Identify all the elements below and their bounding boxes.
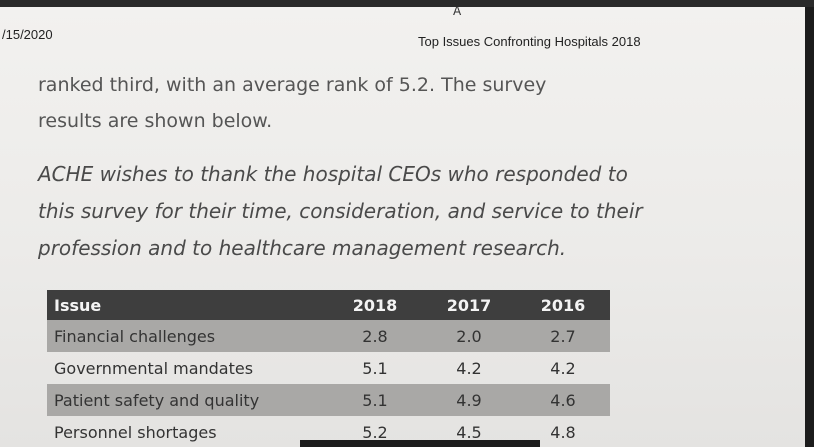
table-row: Financial challenges 2.8 2.0 2.7 (47, 320, 610, 352)
value-cell-2016: 2.7 (516, 320, 610, 352)
table-header-row: Issue 2018 2017 2016 (47, 290, 610, 320)
value-cell-2017: 4.9 (422, 384, 516, 416)
header-document-title: Top Issues Confronting Hospitals 2018 (418, 34, 641, 49)
header-date: /15/2020 (2, 27, 53, 42)
value-cell-2017: 4.2 (456, 358, 482, 378)
value-cell-2017: 4.5 (456, 422, 482, 442)
value-cell-2016: 4.8 (550, 422, 576, 442)
table-row: Governmental mandates 5.1 4.2 4.2 (47, 352, 610, 384)
column-header-2016: 2016 (516, 290, 610, 320)
acknowledgement-line: profession and to healthcare management … (38, 236, 567, 260)
column-header-2018: 2018 (328, 290, 422, 320)
photo-top-edge (0, 0, 814, 7)
issue-cell: Financial challenges (47, 320, 328, 352)
page-mark: A (453, 7, 462, 18)
value-cell-2016: 4.6 (516, 384, 610, 416)
document-page: A /15/2020 Top Issues Confronting Hospit… (0, 7, 805, 447)
body-line: ranked third, with an average rank of 5.… (38, 74, 547, 96)
acknowledgement-line: ACHE wishes to thank the hospital CEOs w… (38, 162, 628, 186)
acknowledgement-paragraph: ACHE wishes to thank the hospital CEOs w… (38, 156, 738, 267)
value-cell-2016: 4.2 (550, 358, 576, 378)
body-line: results are shown below. (38, 110, 273, 132)
value-cell-2018: 5.1 (328, 384, 422, 416)
issue-cell: Personnel shortages (54, 422, 217, 442)
value-cell-2017: 2.0 (422, 320, 516, 352)
issues-rank-table: Issue 2018 2017 2016 Financial challenge… (47, 290, 610, 447)
value-cell-2018: 5.2 (362, 422, 388, 442)
value-cell-2018: 2.8 (328, 320, 422, 352)
value-cell-2018: 5.1 (362, 358, 388, 378)
table-row: Personnel shortages 5.2 4.5 4.8 (47, 416, 610, 447)
photo-bottom-shadow (300, 440, 540, 447)
column-header-2017: 2017 (422, 290, 516, 320)
column-header-issue: Issue (47, 290, 328, 320)
issue-cell: Governmental mandates (54, 358, 254, 378)
issue-cell: Patient safety and quality (47, 384, 328, 416)
acknowledgement-line: this survey for their time, consideratio… (38, 199, 643, 223)
table-row: Patient safety and quality 5.1 4.9 4.6 (47, 384, 610, 416)
body-paragraph: ranked third, with an average rank of 5.… (38, 67, 738, 139)
